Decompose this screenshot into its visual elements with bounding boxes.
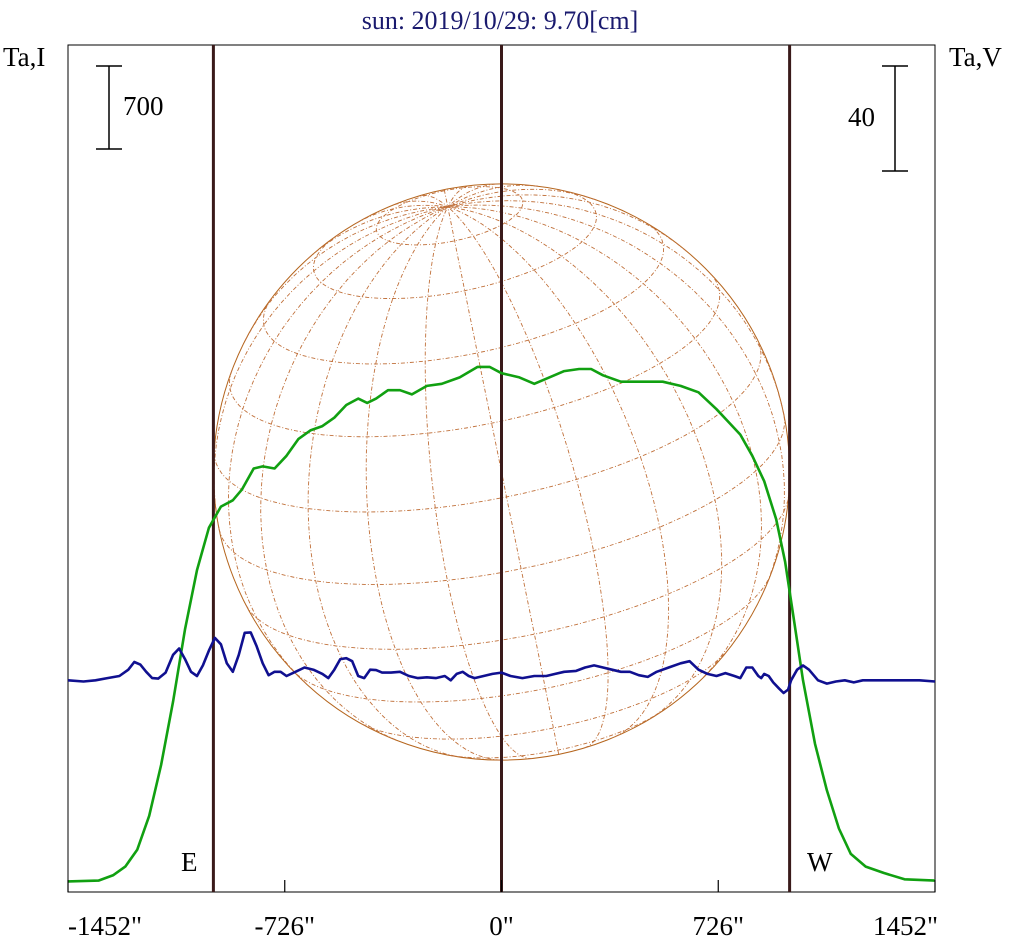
west-marker: W — [807, 847, 833, 877]
x-axis-ticks: -1452" -726" 0" 726" 1452" — [67, 880, 938, 941]
limb-lines — [211, 45, 792, 892]
left-scale-label: 700 — [123, 91, 164, 121]
longitude-line — [447, 206, 762, 678]
longitude-line — [447, 206, 560, 755]
longitude-line — [213, 206, 448, 530]
latitude-line — [375, 186, 524, 246]
latitude-line — [218, 414, 785, 585]
x-tick-label: 0" — [489, 911, 514, 941]
longitude-line — [443, 189, 449, 207]
longitude-line — [394, 200, 448, 208]
latitude-line — [449, 712, 660, 759]
longitude-line — [365, 206, 501, 761]
left-axis-label: Ta,I — [3, 42, 45, 72]
longitude-line — [447, 194, 687, 252]
longitude-line — [424, 206, 533, 759]
polarization-line — [67, 631, 936, 695]
right-scale-bar — [882, 65, 908, 172]
x-tick-label: 1452" — [873, 911, 938, 941]
longitude-line — [447, 204, 785, 592]
left-scale-bar — [96, 65, 122, 150]
longitude-line — [228, 206, 448, 685]
longitude-line — [356, 204, 448, 224]
longitude-line — [447, 206, 609, 749]
longitude-line — [308, 206, 448, 259]
longitude-line — [447, 200, 785, 415]
series-group — [67, 365, 936, 883]
x-tick-label: -726" — [254, 911, 315, 941]
chart-title: sun: 2019/10/29: 9.70[cm] — [362, 6, 639, 35]
east-marker: E — [181, 847, 198, 877]
longitude-line — [447, 185, 468, 208]
x-tick-label: 726" — [692, 911, 744, 941]
right-axis-label: Ta,V — [949, 42, 1002, 72]
longitude-line — [447, 206, 670, 738]
latitude-line — [262, 221, 665, 365]
latitude-line — [213, 343, 762, 513]
x-tick-label: -1452" — [68, 911, 142, 941]
right-scale-label: 40 — [848, 102, 875, 132]
latitude-line — [296, 578, 770, 703]
longitude-line — [260, 206, 448, 741]
longitude-line — [421, 194, 448, 208]
longitude-line — [244, 206, 448, 341]
longitude-line — [447, 206, 723, 717]
longitude-line — [447, 184, 538, 208]
latitude-line — [362, 650, 728, 740]
longitude-line — [447, 188, 597, 208]
latitude-line — [312, 189, 597, 299]
latitude-line — [229, 273, 721, 438]
solar-disk — [212, 183, 791, 761]
latitude-line — [245, 495, 790, 650]
longitude-line — [307, 206, 456, 757]
intensity-line — [67, 365, 936, 883]
